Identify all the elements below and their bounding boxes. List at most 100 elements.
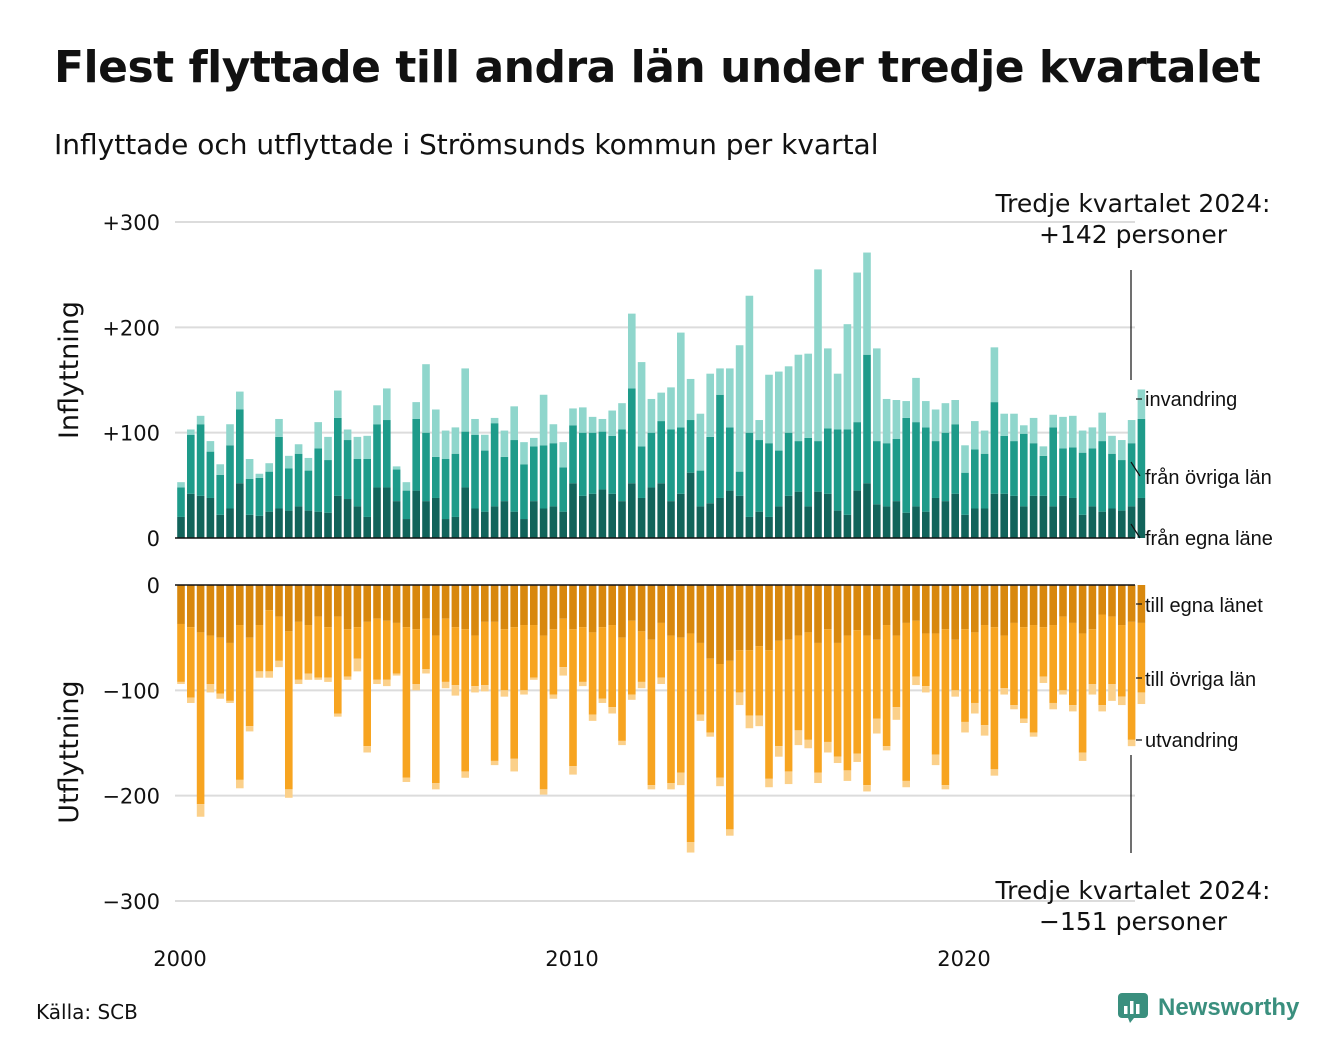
bar-inflow-3: [1029, 417, 1038, 444]
bar-outflow-1: [696, 585, 705, 643]
bar-outflow-2: [1039, 627, 1048, 677]
bar-inflow-2: [990, 402, 999, 494]
bar-inflow-1: [755, 511, 763, 538]
bar-inflow-3: [804, 353, 812, 438]
bar-inflow-1: [236, 483, 244, 538]
bar-inflow-1: [873, 504, 881, 538]
bar-inflow-3: [520, 442, 528, 465]
bar-inflow-2: [490, 423, 499, 507]
bar-outflow-2: [245, 637, 254, 727]
bar-outflow-3: [667, 783, 675, 790]
bar-outflow-2: [343, 629, 352, 677]
legend-label: från egna läne: [1145, 528, 1273, 550]
bar-outflow-3: [765, 778, 773, 788]
bar-outflow-2: [1020, 627, 1028, 719]
legend-label: utvandring: [1145, 730, 1238, 752]
bar-outflow-3: [216, 693, 224, 699]
bar-outflow-3: [481, 685, 489, 692]
bar-inflow-1: [1000, 493, 1008, 538]
bar-inflow-3: [882, 398, 891, 444]
bar-outflow-1: [951, 585, 959, 640]
legend-leader: [1130, 523, 1141, 539]
bar-outflow-3: [833, 756, 842, 764]
bar-inflow-3: [539, 394, 548, 446]
bar-inflow-3: [990, 347, 999, 403]
bar-inflow-2: [216, 474, 224, 515]
inflow-axis-title: Inflyttning: [54, 301, 85, 439]
bar-outflow-1: [285, 585, 293, 632]
bar-outflow-2: [412, 629, 420, 685]
bar-outflow-2: [922, 633, 930, 687]
bar-inflow-3: [441, 430, 450, 459]
bar-inflow-2: [1069, 447, 1077, 498]
bar-outflow-1: [255, 585, 264, 626]
bar-outflow-1: [598, 585, 607, 628]
bar-inflow-3: [647, 398, 656, 433]
bar-inflow-1: [353, 506, 362, 538]
bar-inflow-3: [794, 354, 803, 442]
bar-outflow-2: [931, 633, 940, 755]
bar-outflow-2: [696, 642, 705, 715]
bar-outflow-2: [628, 620, 636, 695]
bar-inflow-2: [637, 446, 646, 498]
bar-inflow-2: [1010, 441, 1018, 496]
bar-outflow-1: [530, 585, 538, 626]
bar-outflow-3: [931, 754, 940, 766]
bar-outflow-3: [637, 681, 646, 689]
bar-inflow-1: [667, 501, 675, 538]
bar-outflow-3: [628, 694, 636, 700]
bar-inflow-1: [275, 508, 283, 538]
bar-outflow-3: [1088, 684, 1097, 695]
bar-outflow-2: [265, 610, 273, 672]
bar-outflow-3: [726, 829, 734, 836]
bar-outflow-1: [873, 585, 881, 640]
bar-inflow-3: [657, 392, 665, 422]
bar-inflow-2: [922, 427, 930, 512]
bar-outflow-3: [696, 714, 705, 721]
bar-outflow-2: [206, 635, 215, 685]
bar-outflow-3: [1108, 684, 1116, 701]
y-tick-label: −300: [102, 890, 160, 914]
bar-outflow-3: [392, 673, 401, 676]
bar-inflow-1: [500, 501, 509, 538]
bar-outflow-1: [1059, 585, 1067, 617]
bar-inflow-2: [334, 417, 342, 496]
bar-outflow-3: [187, 697, 195, 703]
bar-inflow-1: [922, 511, 930, 538]
bar-outflow-1: [236, 585, 244, 626]
bar-inflow-3: [784, 366, 793, 433]
bar-outflow-2: [1088, 629, 1097, 685]
bar-inflow-2: [686, 420, 695, 473]
bar-outflow-3: [177, 681, 185, 685]
bar-outflow-3: [980, 725, 989, 736]
bar-inflow-3: [971, 421, 979, 450]
bar-inflow-2: [520, 464, 528, 520]
bar-outflow-1: [1098, 585, 1106, 615]
bar-outflow-1: [520, 585, 528, 626]
bar-outflow-2: [657, 622, 665, 678]
bar-inflow-3: [177, 482, 185, 488]
legend-label: till övriga län: [1145, 669, 1256, 691]
bar-inflow-3: [1010, 413, 1018, 442]
bar-inflow-3: [667, 387, 675, 430]
bar-inflow-3: [245, 459, 254, 480]
bar-inflow-3: [343, 429, 352, 441]
bar-outflow-2: [1137, 622, 1146, 693]
bar-inflow-3: [1108, 435, 1116, 454]
bar-inflow-1: [745, 516, 754, 538]
bar-inflow-1: [255, 515, 264, 538]
bar-inflow-3: [833, 373, 842, 430]
outflow-bars: [177, 585, 1146, 853]
bar-outflow-3: [882, 746, 891, 751]
bar-inflow-3: [735, 345, 744, 472]
bar-outflow-3: [608, 707, 616, 714]
bar-outflow-2: [314, 616, 322, 678]
bar-outflow-3: [422, 669, 430, 674]
bar-inflow-2: [882, 443, 891, 507]
bar-inflow-3: [628, 313, 636, 389]
bar-outflow-1: [294, 585, 303, 622]
bar-outflow-3: [784, 771, 793, 785]
bar-inflow-3: [461, 368, 469, 432]
bar-inflow-1: [334, 495, 342, 538]
bar-outflow-2: [177, 623, 185, 682]
